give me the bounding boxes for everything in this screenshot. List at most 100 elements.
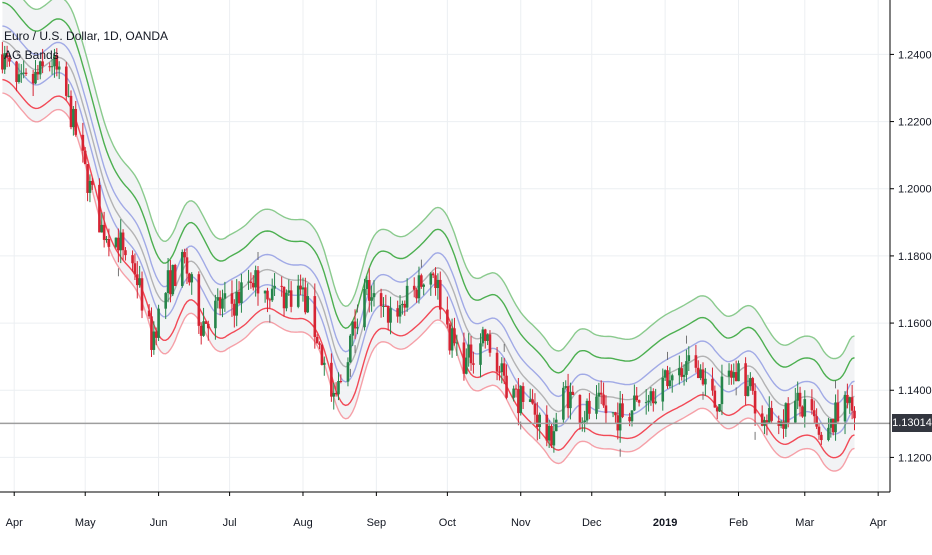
candle-body bbox=[583, 420, 586, 423]
candle-body bbox=[633, 395, 636, 411]
candle-body bbox=[41, 61, 44, 67]
band-outer-upper bbox=[22, 0, 855, 360]
candle-body bbox=[794, 400, 797, 423]
candle-body bbox=[337, 380, 340, 395]
candle-body bbox=[569, 391, 572, 409]
candle-body bbox=[853, 410, 856, 419]
candle-body bbox=[124, 250, 127, 256]
candle-body bbox=[169, 270, 172, 295]
candle-body bbox=[81, 134, 85, 151]
candle-body bbox=[670, 375, 674, 381]
candle-body bbox=[256, 270, 260, 294]
candle-body bbox=[188, 273, 191, 283]
candle-body bbox=[701, 369, 705, 385]
candle-body bbox=[20, 73, 23, 75]
candle-body bbox=[502, 363, 506, 376]
candle-body bbox=[500, 363, 504, 373]
candle-body bbox=[382, 305, 385, 307]
candle-body bbox=[280, 285, 283, 287]
candle-body bbox=[552, 431, 556, 446]
candle-body bbox=[197, 274, 201, 326]
candle-body bbox=[455, 342, 459, 344]
symbol-title[interactable]: Euro / U.S. Dollar, 1D, OANDA bbox=[4, 29, 169, 43]
candle-body bbox=[644, 402, 648, 404]
band-outer-lower bbox=[2, 92, 855, 472]
candle-body bbox=[678, 368, 681, 376]
candle-body bbox=[531, 399, 534, 404]
indicator-title[interactable]: AG Bands bbox=[4, 48, 59, 62]
candle-body bbox=[798, 392, 802, 407]
candle-body bbox=[637, 400, 641, 403]
candle-body bbox=[696, 367, 700, 379]
candle-body bbox=[462, 342, 466, 374]
candle-body bbox=[405, 285, 409, 308]
candle-body bbox=[183, 252, 186, 258]
candle-body bbox=[318, 343, 321, 345]
candle-body bbox=[398, 305, 402, 317]
candle-body bbox=[67, 95, 70, 97]
candle-body bbox=[55, 55, 59, 70]
candle-body bbox=[249, 281, 253, 283]
candle-body bbox=[704, 378, 707, 385]
candle-body bbox=[135, 274, 139, 286]
candle-body bbox=[834, 402, 837, 433]
candle-body bbox=[17, 74, 21, 83]
candle-body bbox=[22, 72, 25, 74]
candle-body bbox=[384, 305, 388, 307]
time-tick-label: Mar bbox=[795, 517, 814, 529]
candle-body bbox=[843, 394, 847, 422]
candle-body bbox=[417, 275, 421, 299]
candle-body bbox=[680, 368, 684, 377]
candle-body bbox=[114, 237, 118, 247]
candle-body bbox=[767, 408, 771, 423]
time-tick-label: Jun bbox=[150, 517, 168, 529]
candle-body bbox=[472, 363, 475, 365]
candle-body bbox=[131, 255, 134, 264]
candle-body bbox=[545, 414, 549, 441]
candle-body bbox=[438, 279, 442, 310]
candle-body bbox=[827, 427, 830, 441]
price-tick-label: 1.16000 bbox=[898, 318, 932, 330]
price-tick-label: 1.12000 bbox=[898, 452, 932, 464]
candle-body bbox=[479, 343, 482, 365]
candle-body bbox=[166, 270, 170, 294]
candle-body bbox=[206, 323, 210, 329]
candle-body bbox=[571, 391, 575, 396]
candle-body bbox=[268, 299, 272, 301]
time-tick-label: Jul bbox=[223, 517, 237, 529]
candle-body bbox=[784, 403, 788, 429]
candle-body bbox=[749, 378, 752, 387]
candle-body bbox=[836, 402, 840, 422]
time-tick-label: Apr bbox=[6, 517, 23, 529]
candle-body bbox=[718, 404, 721, 412]
candle-body bbox=[34, 71, 37, 84]
candle-body bbox=[611, 412, 615, 414]
time-tick-label: Aug bbox=[293, 517, 313, 529]
candle-body bbox=[147, 310, 151, 317]
candle-body bbox=[528, 399, 532, 402]
price-tick-label: 1.20000 bbox=[898, 184, 932, 196]
candle-body bbox=[564, 386, 568, 388]
candle-body bbox=[512, 388, 515, 398]
candle-body bbox=[436, 279, 440, 289]
candle-body bbox=[356, 327, 359, 329]
candle-body bbox=[628, 416, 631, 422]
candle-body bbox=[519, 386, 523, 414]
candle-body bbox=[173, 264, 177, 286]
candle-body bbox=[15, 61, 18, 83]
candle-body bbox=[282, 286, 286, 309]
candle-body bbox=[699, 369, 702, 379]
candle-body bbox=[517, 389, 520, 414]
legend: Euro / U.S. Dollar, 1D, OANDA AG Bands bbox=[4, 27, 168, 65]
candle-body bbox=[422, 284, 425, 287]
candle-body bbox=[538, 414, 541, 428]
candle-body bbox=[121, 232, 125, 251]
candle-body bbox=[420, 275, 423, 287]
candle-body bbox=[263, 290, 267, 294]
candle-body bbox=[273, 285, 276, 289]
candle-body bbox=[711, 378, 714, 391]
time-tick-label: Dec bbox=[582, 517, 602, 529]
candle-body bbox=[663, 370, 667, 378]
